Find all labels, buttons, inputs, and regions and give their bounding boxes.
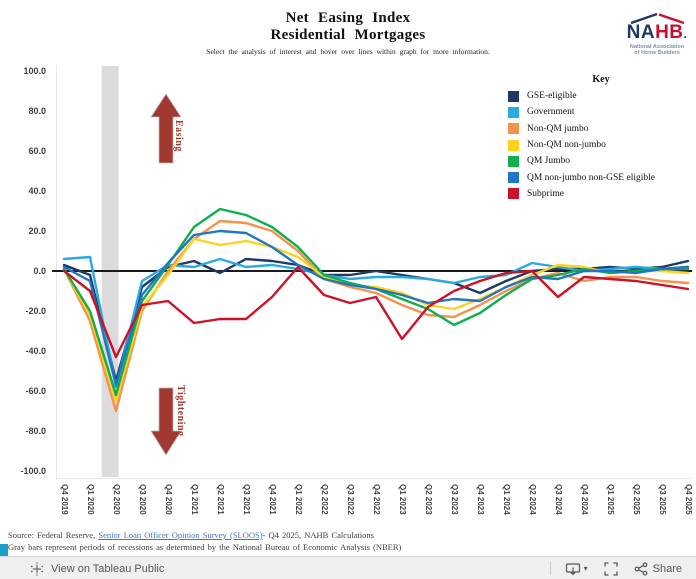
source-line: Source: Federal Reserve, Senior Loan Off… xyxy=(8,529,401,541)
download-caret-icon: ▾ xyxy=(583,564,588,573)
source-notes: Source: Federal Reserve, Senior Loan Off… xyxy=(8,529,401,553)
x-axis-label: Q4 2021 xyxy=(268,484,277,515)
x-axis-label: Q4 2023 xyxy=(476,484,485,515)
y-axis-label: 40.0 xyxy=(28,185,46,196)
y-axis-label: 0.0 xyxy=(33,265,46,276)
y-axis-label: 80.0 xyxy=(28,105,46,116)
x-axis-label: Q1 2025 xyxy=(606,484,615,515)
legend-label: QM non-jumbo non-GSE eligible xyxy=(527,172,655,183)
legend-label: Non-QM jumbo xyxy=(527,123,589,134)
x-axis-label: Q1 2023 xyxy=(398,484,407,515)
fullscreen-button[interactable] xyxy=(603,561,618,576)
legend: Key GSE-eligible Government Non-QM jumbo No… xyxy=(508,74,694,202)
sloos-link[interactable]: Senior Loan Officer Opinion Survey (SLOO… xyxy=(98,530,263,540)
legend-label: Non-QM non-jumbo xyxy=(527,140,606,151)
x-axis-label: Q1 2020 xyxy=(86,484,95,515)
view-on-tableau-public-button[interactable]: View on Tableau Public xyxy=(30,561,165,576)
legend-label: GSE-eligible xyxy=(527,91,577,102)
y-axis-label: 60.0 xyxy=(28,145,46,156)
legend-item-gse-eligible[interactable]: GSE-eligible xyxy=(508,88,694,104)
toolbar-divider xyxy=(549,562,551,575)
x-axis-label: Q3 2020 xyxy=(138,484,147,515)
x-axis-label: Q1 2024 xyxy=(502,484,511,515)
share-button[interactable]: Share xyxy=(634,561,682,576)
x-axis-label: Q3 2024 xyxy=(554,484,563,515)
legend-swatch-icon xyxy=(508,123,519,135)
x-axis-label: Q3 2023 xyxy=(450,484,459,515)
x-axis-label: Q2 2020 xyxy=(112,484,121,515)
legend-item-subprime[interactable]: Subprime xyxy=(508,186,694,202)
download-icon xyxy=(565,562,580,575)
recession-note: Gray bars represent periods of recession… xyxy=(8,542,402,552)
tightening-label: Tightening xyxy=(175,385,186,437)
legend-swatch-icon xyxy=(508,188,519,200)
x-axis-label: Q3 2025 xyxy=(658,484,667,515)
fullscreen-icon xyxy=(603,561,618,576)
roof-icon xyxy=(630,12,685,24)
series-line-non-qm-jumbo[interactable] xyxy=(62,219,690,413)
easing-arrow-icon xyxy=(150,93,182,164)
view-on-tableau-public-label: View on Tableau Public xyxy=(51,562,165,575)
chart-header: Net Easing Index Residential Mortgages S… xyxy=(120,10,576,56)
series-line-non-qm-non-jumbo[interactable] xyxy=(62,237,690,403)
source-prefix: Source: Federal Reserve, xyxy=(8,530,99,540)
easing-label: Easing xyxy=(173,120,184,152)
legend-label: Government xyxy=(527,107,575,118)
x-axis-label: Q4 2025 xyxy=(684,484,693,515)
x-axis-label: Q3 2022 xyxy=(346,484,355,515)
legend-swatch-icon xyxy=(508,90,519,102)
y-axis-label: -60.0 xyxy=(25,385,46,396)
series-line-subprime[interactable] xyxy=(62,265,690,359)
nahb-logo: NAHB. National Association of Home Build… xyxy=(624,12,690,56)
chart-title-line1: Net Easing Index xyxy=(285,10,411,26)
chart-subtitle: Select the analysis of interest and hove… xyxy=(206,47,490,56)
x-axis-label: Q2 2022 xyxy=(320,484,329,515)
legend-swatch-icon xyxy=(508,106,519,118)
x-axis-label: Q1 2021 xyxy=(190,484,199,515)
tableau-toolbar: View on Tableau Public ▾ xyxy=(0,556,696,579)
x-axis-line xyxy=(56,478,692,479)
download-button[interactable]: ▾ xyxy=(565,562,588,576)
line-chart[interactable] xyxy=(0,0,696,556)
teal-fragment xyxy=(0,544,8,557)
x-axis-label: Q2 2025 xyxy=(632,484,641,515)
x-axis-label: Q4 2024 xyxy=(580,484,589,515)
x-axis-label: Q2 2024 xyxy=(528,484,537,515)
x-axis-label: Q4 2022 xyxy=(372,484,381,515)
x-axis-label: Q3 2021 xyxy=(242,484,251,515)
y-axis-label: -100.0 xyxy=(20,465,46,476)
tightening-arrow-icon xyxy=(150,387,182,456)
legend-label: QM Jumbo xyxy=(527,156,571,167)
legend-swatch-icon xyxy=(508,139,519,151)
legend-item-non-qm-jumbo[interactable]: Non-QM jumbo xyxy=(508,121,694,137)
legend-swatch-icon xyxy=(508,155,519,167)
x-axis-label: Q2 2023 xyxy=(424,484,433,515)
nahb-tagline: National Association of Home Builders xyxy=(629,44,685,56)
y-axis-label: -20.0 xyxy=(25,305,46,316)
y-axis-label: 20.0 xyxy=(28,225,46,236)
source-suffix: - Q4 2025, NAHB Calculations xyxy=(262,530,374,540)
x-axis-label: Q2 2021 xyxy=(216,484,225,515)
legend-item-government[interactable]: Government xyxy=(508,104,694,120)
y-axis-label: -40.0 xyxy=(25,345,46,356)
legend-item-qm-non-jumbo-non-gse-eligible[interactable]: QM non-jumbo non-GSE eligible xyxy=(508,169,694,185)
series-line-qm-non-jumbo-non-gse-eligible[interactable] xyxy=(62,229,690,387)
tableau-logo-icon xyxy=(30,561,44,576)
legend-label: Subprime xyxy=(527,188,564,199)
nahb-wordmark: NAHB. xyxy=(626,22,688,43)
legend-title: Key xyxy=(592,74,610,85)
y-axis-label: 100.0 xyxy=(23,65,46,76)
x-axis-label: Q4 2020 xyxy=(164,484,173,515)
share-label: Share xyxy=(652,562,682,575)
x-axis-label: Q4 2019 xyxy=(60,484,69,515)
legend-item-non-qm-non-jumbo[interactable]: Non-QM non-jumbo xyxy=(508,137,694,153)
x-axis-label: Q1 2022 xyxy=(294,484,303,515)
legend-item-qm-jumbo[interactable]: QM Jumbo xyxy=(508,153,694,169)
share-icon xyxy=(634,561,648,576)
legend-swatch-icon xyxy=(508,172,519,184)
toolbar-actions: ▾ Share xyxy=(549,561,682,576)
y-axis-label: -80.0 xyxy=(25,425,46,436)
chart-title-line2: Residential Mortgages xyxy=(270,27,426,43)
